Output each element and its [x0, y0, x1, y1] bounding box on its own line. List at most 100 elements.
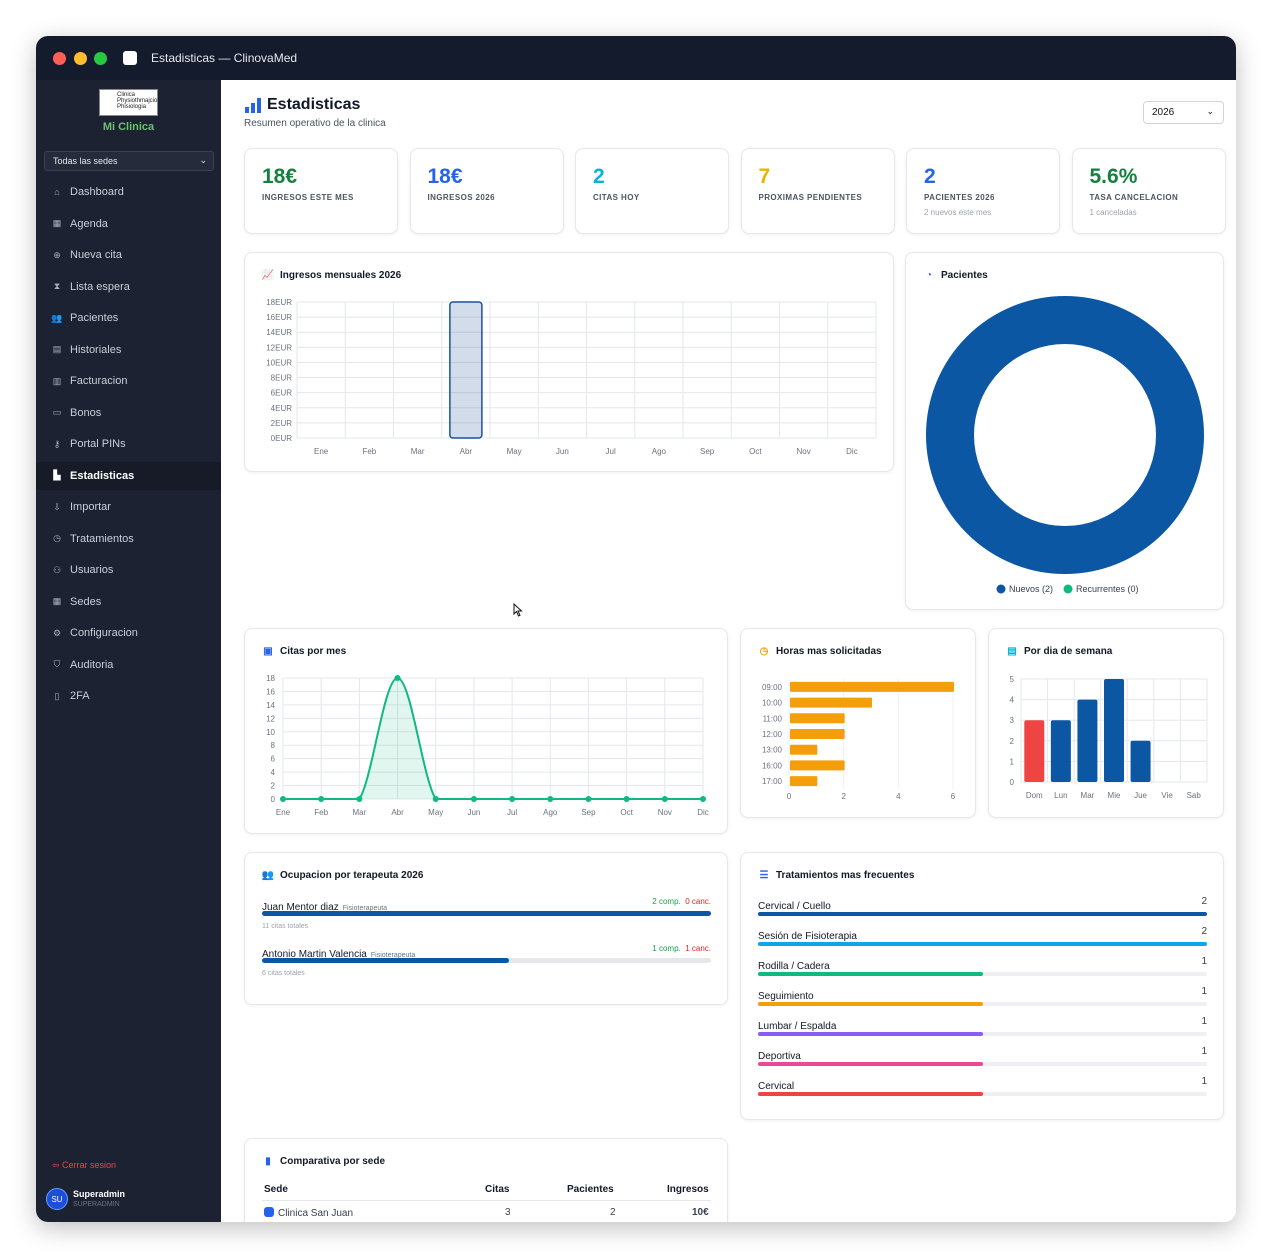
sidebar-item-2fa[interactable]: ▯ 2FA [36, 682, 221, 710]
x-tick-label: Dic [846, 447, 858, 456]
kpi-card: 2 CITAS HOY [575, 148, 729, 234]
user-name: Superadmin [73, 1189, 126, 1199]
treatment-bar-fill [758, 942, 1207, 946]
table-row-ingresos: 10€ [692, 1207, 709, 1218]
y-tick-label: 14 [266, 701, 275, 710]
hourglass-icon: ⧗ [53, 281, 61, 291]
sidebar-item-bonos[interactable]: ▭ Bonos [36, 399, 221, 427]
sidebar-item-label: Dashboard [70, 186, 124, 198]
treatment-bar-fill [758, 1062, 983, 1066]
treatment-count: 2 [1201, 896, 1207, 907]
occupancy-bar-track [262, 911, 711, 916]
sidebar-item-configuracion[interactable]: ⚙ Configuracion [36, 619, 221, 647]
home-icon: ⌂ [54, 187, 60, 197]
kpi-value: 7 [758, 165, 771, 188]
y-tick-label: 6EUR [271, 389, 293, 398]
kpi-label: TASA CANCELACION [1089, 193, 1179, 202]
year-select[interactable]: 2026 ⌄ [1143, 101, 1224, 124]
sidebar-item-sedes[interactable]: ▦ Sedes [36, 588, 221, 616]
avatar[interactable]: SU [46, 1188, 68, 1210]
maximize-window-button[interactable] [94, 52, 107, 65]
sidebar-item-label: Estadisticas [70, 469, 135, 482]
sidebar-item-estadisticas[interactable]: ▙ Estadisticas [36, 461, 221, 490]
x-tick-label: Ago [543, 808, 558, 817]
treatment-bar-fill [758, 972, 983, 976]
treatment-name: Sesión de Fisioterapia [758, 931, 857, 942]
ingresos-chart: 0EUR 2EUR 4EUR 6EUR 8EUR 10EUR 12EUR 14EUR 16EUR… [266, 298, 877, 456]
y-tick-label: 6 [271, 755, 276, 764]
bar-chart-icon: ▙ [53, 470, 61, 480]
sidebar-item-tratamientos[interactable]: ◷ Tratamientos [36, 525, 221, 553]
kpi-value: 18€ [262, 165, 298, 188]
bar [790, 744, 818, 755]
y-tick-label: 4 [1010, 696, 1015, 705]
y-tick-label: 16:00 [762, 761, 783, 770]
sidebar-item-importar[interactable]: ⇩ Importar [36, 493, 221, 521]
horas-card-title: ◷ Horas mas solicitadas [758, 645, 882, 657]
sidebar-item-label: Historiales [70, 343, 122, 356]
y-tick-label: 16 [266, 687, 275, 696]
treatment-row: Sesión de Fisioterapia 2 [758, 926, 1207, 950]
logout-link[interactable]: ⇦ Cerrar sesion [52, 1160, 116, 1171]
sede-select[interactable]: Todas las sedes ⌄ [44, 151, 214, 171]
bar [790, 776, 818, 787]
sidebar-item-facturacion[interactable]: ▥ Facturacion [36, 367, 221, 395]
bar [449, 301, 483, 439]
sidebar-item-label: Tratamientos [70, 532, 134, 545]
chevron-down-icon: ⌄ [199, 155, 207, 165]
treatment-row: Rodilla / Cadera 1 [758, 956, 1207, 980]
occupancy-bar-fill [262, 958, 509, 963]
occupancy-bar-fill [262, 911, 711, 916]
sidebar-item-historiales[interactable]: ▤ Historiales [36, 336, 221, 364]
import-icon: ⇩ [53, 501, 61, 512]
y-tick-label: 11:00 [763, 714, 783, 723]
window-title: Estadisticas — ClinovaMed [151, 51, 298, 65]
treatment-name: Lumbar / Espalda [758, 1021, 837, 1032]
table-divider [262, 1200, 711, 1201]
bar [1077, 699, 1098, 782]
calendar-icon: ▦ [52, 218, 62, 228]
kpi-label: PROXIMAS PENDIENTES [758, 193, 863, 202]
minimize-window-button[interactable] [74, 52, 87, 65]
x-tick-label: May [428, 808, 443, 817]
dia-chart: 0 1 2 3 4 5 Dom Lun Mar Mie Jue Vie Sab [1010, 675, 1208, 800]
x-tick-label: Ago [652, 447, 667, 456]
sidebar-item-label: Portal PINs [70, 438, 126, 450]
legend-swatch [996, 584, 1006, 594]
app-window: Estadisticas — ClinovaMed Clinica Physiot… [36, 36, 1236, 1222]
data-point [585, 796, 592, 802]
ticket-icon: ▭ [52, 407, 62, 417]
kpi-label: PACIENTES 2026 [924, 193, 995, 202]
sidebar-item-agenda[interactable]: ▦ Agenda [36, 210, 221, 238]
close-window-button[interactable] [53, 52, 66, 65]
kpi-card: 18€ INGRESOS 2026 [409, 148, 564, 234]
sidebar-item-pacientes[interactable]: 👥 Pacientes [36, 304, 221, 332]
treatment-row: Cervical 1 [758, 1076, 1207, 1100]
data-point [432, 796, 439, 802]
sidebar-item-auditoria[interactable]: ⛉ Auditoria [36, 651, 221, 679]
x-tick-label: Jun [556, 447, 569, 456]
clock-icon: ◷ [759, 645, 769, 657]
sidebar-item-usuarios[interactable]: ⚇ Usuarios [36, 556, 221, 584]
x-tick-label: Jun [467, 808, 480, 817]
horas-card: ◷ Horas mas solicitadas 0 2 4 6 09:00 10:00 11:… [740, 628, 976, 818]
sidebar-item-lista-espera[interactable]: ⧗ Lista espera [36, 273, 221, 301]
y-tick-label: 16EUR [266, 313, 292, 322]
bar [790, 713, 845, 724]
therapist-row: Antonio Martin Valencia Fisioterapeuta 1 c… [262, 944, 711, 984]
sidebar-item-dashboard[interactable]: ⌂ Dashboard [36, 178, 221, 206]
table-header-ingresos: Ingresos [667, 1184, 709, 1195]
treatment-count: 2 [1201, 926, 1207, 937]
sidebar-item-portal-pins[interactable]: ⚷ Portal PINs [36, 430, 221, 458]
comparativa-title-text: Comparativa por sede [280, 1155, 386, 1167]
bar [790, 729, 845, 739]
x-tick-label: Vie [1161, 791, 1173, 800]
sidebar-item-nueva-cita[interactable]: ⊕ Nueva cita [36, 241, 221, 269]
treatment-row: Deportiva 1 [758, 1046, 1207, 1070]
sidebar-item-label: Lista espera [70, 280, 130, 293]
treatment-bar-fill [758, 1092, 983, 1096]
ocupacion-card-title: 👥 Ocupacion por terapeuta 2026 [262, 869, 424, 881]
y-tick-label: 4EUR [271, 404, 293, 413]
x-tick-label: Mie [1108, 791, 1121, 800]
legend-swatch [1063, 584, 1073, 594]
